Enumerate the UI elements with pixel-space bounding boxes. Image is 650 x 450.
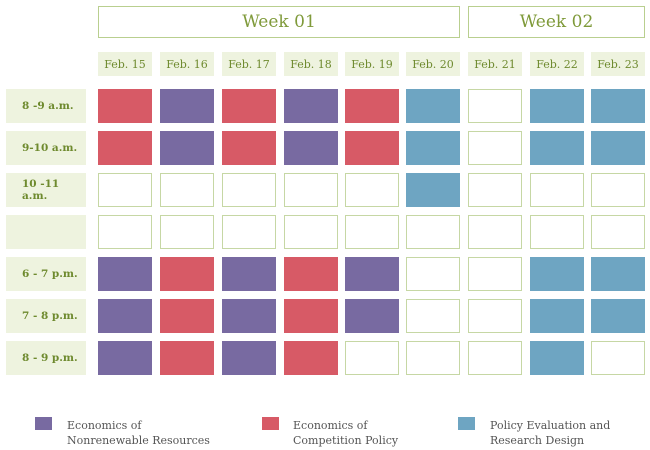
time-slot-label: 7 - 8 p.m.	[6, 299, 86, 333]
course-slot	[160, 131, 214, 165]
date-header: Feb. 15	[98, 52, 152, 76]
course-slot	[222, 257, 276, 291]
empty-slot	[591, 341, 645, 375]
course-slot	[160, 341, 214, 375]
course-slot	[284, 257, 338, 291]
course-slot	[530, 299, 584, 333]
course-slot	[98, 299, 152, 333]
empty-slot	[160, 215, 214, 249]
course-slot	[530, 341, 584, 375]
course-slot	[160, 257, 214, 291]
legend-swatch	[262, 417, 279, 430]
empty-slot	[468, 131, 522, 165]
empty-slot	[345, 173, 399, 207]
course-slot	[160, 299, 214, 333]
empty-slot	[468, 173, 522, 207]
course-slot	[222, 89, 276, 123]
course-slot	[98, 89, 152, 123]
empty-slot	[98, 173, 152, 207]
empty-slot	[98, 215, 152, 249]
course-slot	[591, 257, 645, 291]
course-slot	[284, 131, 338, 165]
date-header: Feb. 19	[345, 52, 399, 76]
course-slot	[98, 257, 152, 291]
time-slot-label: 6 - 7 p.m.	[6, 257, 86, 291]
empty-slot	[222, 215, 276, 249]
date-header: Feb. 21	[468, 52, 522, 76]
legend-label: Policy Evaluation and Research Design	[490, 419, 611, 447]
course-slot	[591, 89, 645, 123]
date-header: Feb. 22	[530, 52, 584, 76]
empty-slot	[345, 341, 399, 375]
date-header: Feb. 20	[406, 52, 460, 76]
date-header: Feb. 23	[591, 52, 645, 76]
empty-slot	[468, 299, 522, 333]
course-slot	[345, 299, 399, 333]
course-slot	[222, 341, 276, 375]
week-header: Week 01	[98, 6, 460, 38]
legend-label: Economics of Competition Policy	[293, 419, 399, 447]
course-slot	[98, 341, 152, 375]
empty-slot	[468, 257, 522, 291]
empty-slot	[591, 173, 645, 207]
empty-slot	[406, 257, 460, 291]
course-slot	[591, 131, 645, 165]
time-slot-label: 8 -9 a.m.	[6, 89, 86, 123]
empty-slot	[406, 299, 460, 333]
empty-slot	[406, 215, 460, 249]
course-slot	[222, 131, 276, 165]
course-slot	[530, 89, 584, 123]
course-slot	[406, 89, 460, 123]
week-header: Week 02	[468, 6, 645, 38]
empty-slot	[406, 341, 460, 375]
course-slot	[98, 131, 152, 165]
date-header: Feb. 18	[284, 52, 338, 76]
time-slot-label	[6, 215, 86, 249]
course-slot	[345, 257, 399, 291]
time-slot-label: 10 -11 a.m.	[6, 173, 86, 207]
course-slot	[591, 299, 645, 333]
course-slot	[284, 341, 338, 375]
date-header: Feb. 16	[160, 52, 214, 76]
legend-swatch	[35, 417, 52, 430]
empty-slot	[591, 215, 645, 249]
empty-slot	[468, 215, 522, 249]
legend-label: Economics of Nonrenewable Resources	[67, 419, 210, 447]
course-slot	[222, 299, 276, 333]
empty-slot	[160, 173, 214, 207]
course-slot	[406, 173, 460, 207]
empty-slot	[345, 215, 399, 249]
date-header: Feb. 17	[222, 52, 276, 76]
course-slot	[284, 89, 338, 123]
course-slot	[160, 89, 214, 123]
empty-slot	[222, 173, 276, 207]
course-slot	[530, 131, 584, 165]
empty-slot	[284, 215, 338, 249]
course-slot	[530, 257, 584, 291]
time-slot-label: 9-10 a.m.	[6, 131, 86, 165]
empty-slot	[530, 215, 584, 249]
time-slot-label: 8 - 9 p.m.	[6, 341, 86, 375]
empty-slot	[284, 173, 338, 207]
course-slot	[345, 131, 399, 165]
course-slot	[345, 89, 399, 123]
legend-swatch	[458, 417, 475, 430]
course-slot	[406, 131, 460, 165]
empty-slot	[468, 341, 522, 375]
empty-slot	[530, 173, 584, 207]
course-slot	[284, 299, 338, 333]
empty-slot	[468, 89, 522, 123]
